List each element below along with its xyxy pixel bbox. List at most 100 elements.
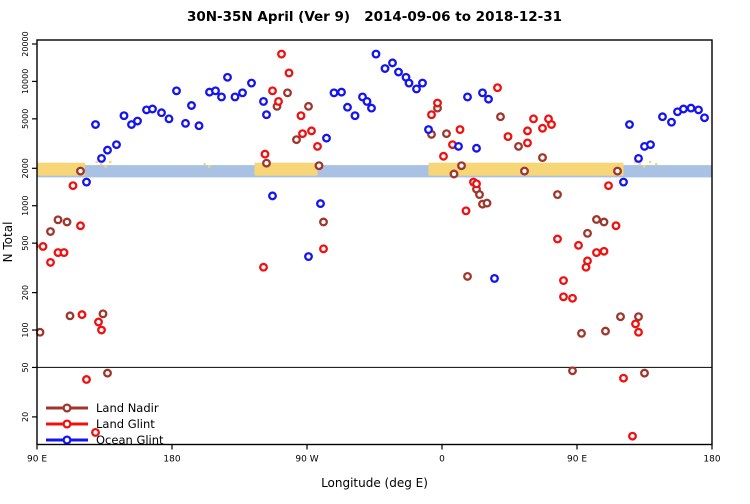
series-ocean-glint — [82, 49, 709, 283]
legend-marker-icon — [62, 403, 72, 413]
data-point — [463, 271, 472, 281]
data-point — [127, 120, 136, 129]
data-point — [298, 129, 307, 139]
data-point — [442, 129, 451, 139]
y-tick-label: 500 — [21, 235, 30, 250]
threshold-band-land — [37, 162, 85, 176]
data-point — [604, 181, 613, 191]
data-point — [686, 103, 696, 113]
data-point — [284, 68, 294, 78]
data-point — [581, 262, 591, 272]
threshold-band-land — [254, 162, 318, 176]
data-point — [574, 240, 583, 250]
legend-marker-icon — [62, 435, 72, 445]
data-point — [568, 366, 577, 376]
data-point — [529, 114, 538, 124]
axes-layer: 90 E 180 90 W 0 90 E 180 20000 10000 5000 2000 100… — [21, 31, 721, 464]
data-point — [164, 114, 174, 124]
legend-label: Land Nadir — [96, 401, 159, 415]
data-point — [611, 221, 621, 231]
data-point — [619, 177, 628, 187]
data-point — [547, 120, 556, 129]
series-land-glint — [38, 49, 643, 441]
plot-border — [36, 39, 713, 446]
data-point — [538, 153, 547, 163]
legend: Land Nadir Land Glint Ocean Glint — [46, 401, 164, 447]
data-point — [380, 64, 390, 73]
x-tick-label: 180 — [163, 455, 180, 465]
data-point — [694, 105, 703, 115]
data-point — [329, 88, 339, 98]
data-point — [455, 125, 465, 134]
legend-marker-icon — [62, 419, 72, 429]
data-point — [296, 111, 306, 121]
data-point — [484, 94, 493, 104]
y-tick-label: 200 — [21, 285, 30, 300]
data-point — [260, 149, 270, 159]
data-point — [592, 215, 601, 224]
data-point — [94, 317, 103, 327]
data-point — [490, 273, 499, 283]
data-point — [449, 169, 459, 179]
data-point — [457, 161, 466, 171]
data-point — [223, 72, 232, 82]
data-point — [103, 145, 112, 155]
data-point — [259, 262, 268, 272]
data-point — [634, 312, 643, 322]
data-point — [46, 227, 55, 236]
data-point — [230, 92, 240, 102]
data-point — [181, 118, 190, 128]
data-point — [112, 140, 121, 150]
data-point — [418, 78, 427, 88]
data-point — [388, 58, 397, 68]
data-point — [482, 198, 492, 208]
data-point — [625, 120, 634, 129]
data-point — [319, 217, 328, 227]
data-point — [646, 140, 655, 150]
data-point — [274, 96, 283, 106]
data-point — [304, 101, 313, 111]
data-point — [640, 368, 649, 378]
data-point — [157, 108, 166, 118]
data-point — [337, 87, 346, 97]
data-point — [601, 326, 610, 336]
data-point — [628, 431, 637, 441]
legend-entry: Land Nadir — [46, 401, 159, 415]
x-tick-label: 90 E — [27, 455, 47, 465]
data-point — [91, 427, 100, 437]
data-point — [238, 88, 247, 98]
data-point — [148, 104, 157, 114]
data-point — [314, 161, 324, 171]
threshold-band-speckle — [638, 163, 641, 166]
data-point — [577, 328, 586, 338]
data-point — [454, 141, 463, 151]
y-tick-label: 5000 — [21, 109, 30, 129]
data-point — [82, 177, 91, 187]
data-point — [394, 67, 403, 77]
data-point — [277, 49, 286, 59]
data-point — [424, 125, 433, 134]
data-point — [559, 276, 568, 286]
legend-entry: Land Glint — [46, 417, 155, 431]
data-point — [475, 190, 484, 199]
data-point — [700, 113, 709, 123]
data-point — [217, 92, 226, 102]
data-point — [523, 138, 532, 148]
data-point — [463, 92, 472, 102]
legend-entry: Ocean Glint — [46, 433, 164, 447]
y-tick-label: 100 — [21, 322, 30, 337]
data-point — [538, 123, 547, 133]
threshold-band-speckle — [95, 160, 98, 164]
y-axis-label: N Total — [1, 222, 15, 263]
data-point — [76, 166, 85, 176]
data-point — [493, 83, 502, 93]
data-point — [433, 98, 442, 108]
data-point — [316, 199, 325, 209]
data-point — [634, 154, 643, 163]
data-point — [319, 244, 328, 254]
y-tick-label: 20000 — [21, 31, 30, 56]
data-point — [262, 110, 271, 120]
data-point — [631, 319, 640, 329]
